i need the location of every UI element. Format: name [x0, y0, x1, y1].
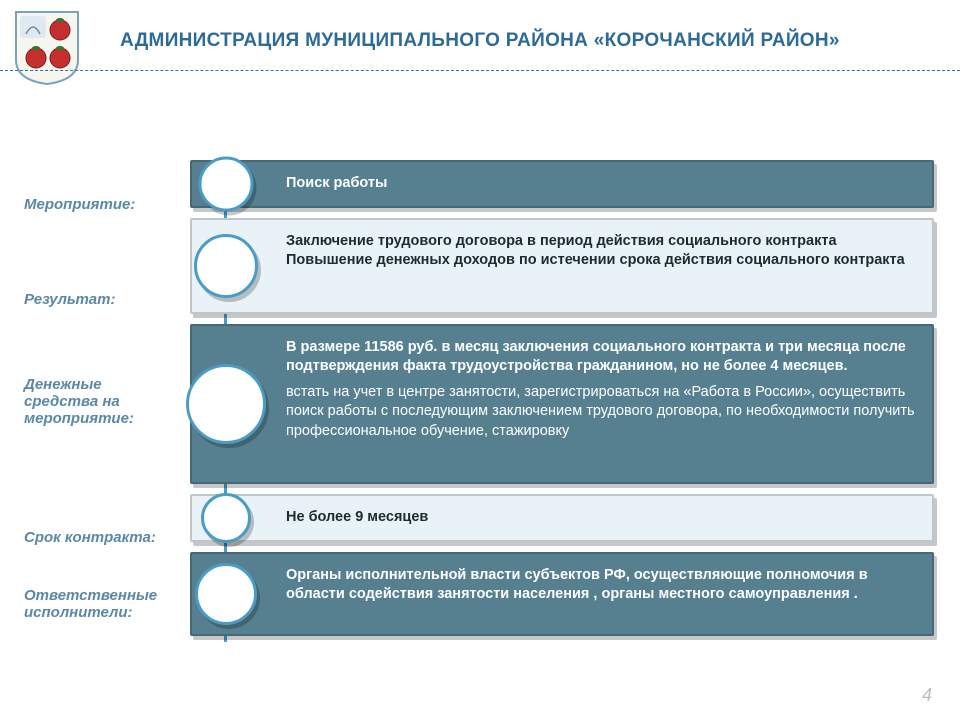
bar-text-primary: Заключение трудового договора в период д…	[286, 232, 918, 271]
content-bar: Органы исполнительной власти субъектов Р…	[190, 552, 934, 636]
content-bar: Поиск работы	[190, 160, 934, 208]
row-label: Ответственные исполнители:	[0, 574, 170, 634]
bar-text-primary: Не более 9 месяцев	[286, 508, 918, 528]
bar-text-primary: Органы исполнительной власти субъектов Р…	[286, 566, 918, 605]
node-circle-icon	[186, 364, 266, 444]
node-circle-icon	[194, 234, 258, 298]
content-bar: Заключение трудового договора в период д…	[190, 218, 934, 314]
row: Денежные средства на мероприятие: В разме…	[0, 324, 960, 484]
node-circle-icon	[199, 156, 254, 211]
page-number: 4	[922, 685, 932, 706]
node-circle-icon	[201, 493, 251, 543]
row: Срок контракта:Не более 9 месяцев	[0, 494, 960, 542]
node-circle-icon	[195, 563, 257, 625]
header-divider	[0, 70, 960, 71]
bar-text-primary: В размере 11586 руб. в месяц заключения …	[286, 338, 918, 377]
content-bar: Не более 9 месяцев	[190, 494, 934, 542]
row: Результат:Заключение трудового договора …	[0, 218, 960, 314]
row: Мероприятие:Поиск работы	[0, 160, 960, 208]
rows-container: Мероприятие:Поиск работыРезультат:Заключ…	[0, 160, 960, 646]
page-title: АДМИНИСТРАЦИЯ МУНИЦИПАЛЬНОГО РАЙОНА «КОР…	[120, 30, 840, 52]
coat-of-arms-icon	[12, 8, 82, 86]
content-bar: В размере 11586 руб. в месяц заключения …	[190, 324, 934, 484]
bar-text-secondary: встать на учет в центре занятости, зарег…	[286, 383, 918, 442]
row-label: Денежные средства на мероприятие:	[0, 372, 170, 432]
bar-text-primary: Поиск работы	[286, 174, 918, 194]
row-label: Результат:	[0, 270, 170, 330]
row: Ответственные исполнители: Органы исполни…	[0, 552, 960, 636]
